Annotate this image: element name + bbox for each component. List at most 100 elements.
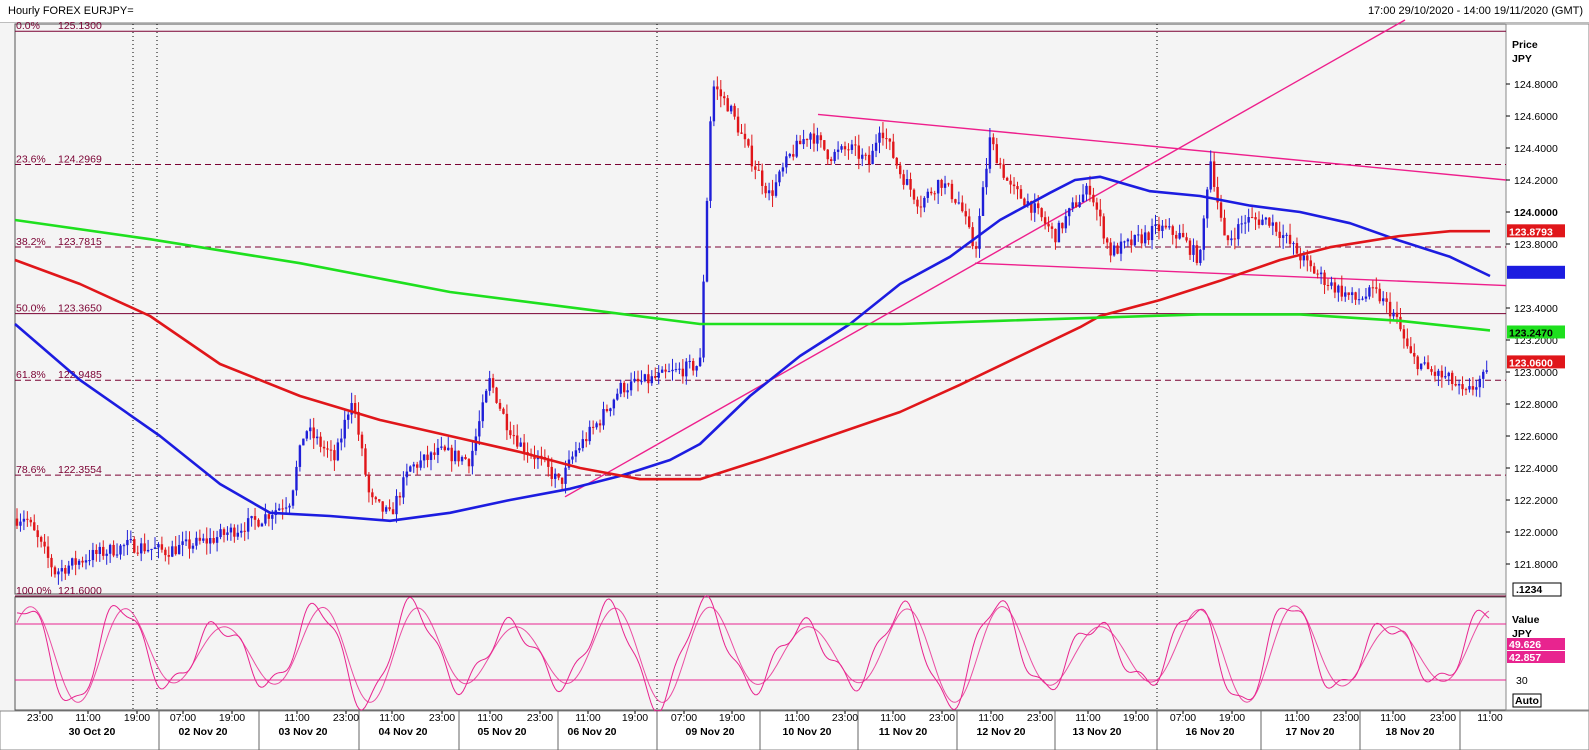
candle-body xyxy=(1247,217,1250,223)
fib-level-percent: 38.2% xyxy=(16,236,46,248)
candle-body xyxy=(336,442,340,461)
fib-level-price: 121.6000 xyxy=(58,585,102,597)
candle-body xyxy=(315,436,319,439)
candle-body xyxy=(1164,225,1168,228)
candle-body xyxy=(812,133,816,144)
candle-body xyxy=(781,167,785,172)
candle-body xyxy=(464,457,467,460)
candle-body xyxy=(326,448,329,450)
candle-body xyxy=(1347,292,1350,296)
candle-body xyxy=(1016,186,1019,190)
price-scale-box[interactable] xyxy=(1512,582,1562,597)
candle-body xyxy=(1140,234,1143,244)
candle-body xyxy=(122,545,126,547)
price-tick-label: 124.6000 xyxy=(1514,111,1558,123)
candle-body xyxy=(357,411,360,435)
candle-body xyxy=(1361,298,1364,300)
rising-trendline[interactable] xyxy=(564,19,1406,498)
candle-body xyxy=(547,459,550,467)
candle-body xyxy=(1154,224,1157,226)
candle-body xyxy=(585,439,588,442)
candle-body xyxy=(709,121,712,201)
date-label: 02 Nov 20 xyxy=(178,726,227,738)
candle-body xyxy=(1009,180,1012,185)
candle-body xyxy=(861,154,864,159)
candle-body xyxy=(988,137,992,169)
oscillator-d-line[interactable] xyxy=(16,605,1490,703)
candle-body xyxy=(219,529,222,538)
candle-body xyxy=(384,507,388,512)
candle-body xyxy=(554,473,557,479)
moving-average-green[interactable] xyxy=(14,218,1491,332)
candle-body xyxy=(50,557,53,568)
candle-body xyxy=(1340,285,1343,297)
candle-body xyxy=(1175,234,1178,239)
candle-body xyxy=(961,202,964,212)
candle-body xyxy=(1068,208,1071,217)
time-tick-label: 11:00 xyxy=(284,712,310,724)
candle-body xyxy=(557,473,560,478)
time-tick-label: 11:00 xyxy=(978,712,1004,724)
candle-body xyxy=(295,466,298,491)
candle-body xyxy=(181,541,184,545)
candle-body xyxy=(1281,235,1285,238)
candle-body xyxy=(902,174,905,185)
candle-body xyxy=(723,96,726,99)
candle-body xyxy=(833,151,836,161)
candle-body xyxy=(167,555,170,557)
moving-average-red[interactable] xyxy=(14,229,1490,481)
candle-body xyxy=(1299,253,1302,261)
candle-body xyxy=(978,215,981,249)
candle-body xyxy=(743,133,747,140)
candle-body xyxy=(843,146,847,150)
candle-body xyxy=(819,135,823,141)
candle-body xyxy=(654,376,657,378)
candle-body xyxy=(1357,299,1361,301)
candle-body xyxy=(374,497,377,500)
main-panel[interactable] xyxy=(14,23,1507,595)
candle-body xyxy=(964,211,967,217)
candle-body xyxy=(1430,369,1433,372)
candle-body xyxy=(764,185,767,194)
candle-body xyxy=(892,141,895,158)
candle-body xyxy=(1206,189,1209,219)
candle-body xyxy=(916,199,919,207)
candle-body xyxy=(809,133,812,140)
price-badge xyxy=(1507,355,1565,369)
candle-body xyxy=(140,543,143,554)
oscillator-panel[interactable] xyxy=(14,596,1507,711)
upper-channel-line[interactable] xyxy=(817,113,1507,181)
candle-body xyxy=(1081,194,1085,203)
candle-body xyxy=(1295,243,1299,254)
candle-body xyxy=(202,538,205,541)
candle-body xyxy=(91,549,95,561)
candle-body xyxy=(53,567,57,575)
candle-body xyxy=(564,467,567,484)
candle-body xyxy=(191,545,195,549)
candle-body xyxy=(588,426,591,442)
candle-body xyxy=(688,360,691,362)
candle-body xyxy=(1050,226,1054,229)
candle-body xyxy=(312,427,315,439)
candle-body xyxy=(1471,386,1475,390)
moving-average-blue[interactable] xyxy=(14,175,1491,523)
candle-body xyxy=(881,132,885,139)
candle-body xyxy=(1371,287,1375,289)
candle-body xyxy=(695,366,698,371)
date-label: 04 Nov 20 xyxy=(378,726,427,738)
time-tick-label: 07:00 xyxy=(170,712,196,724)
candle-body xyxy=(143,543,146,552)
candle-body xyxy=(215,537,219,543)
candle-body xyxy=(343,419,346,439)
candle-body xyxy=(1464,389,1468,391)
candle-body xyxy=(260,523,264,527)
candle-body xyxy=(1468,386,1471,390)
candle-body xyxy=(98,546,101,554)
oscillator-k-line[interactable] xyxy=(16,595,1490,712)
candle-body xyxy=(1119,241,1123,254)
candle-body xyxy=(1419,363,1423,370)
auto-scale-box[interactable] xyxy=(1512,693,1542,708)
time-tick-label: 07:00 xyxy=(671,712,697,724)
candle-body xyxy=(864,154,867,156)
